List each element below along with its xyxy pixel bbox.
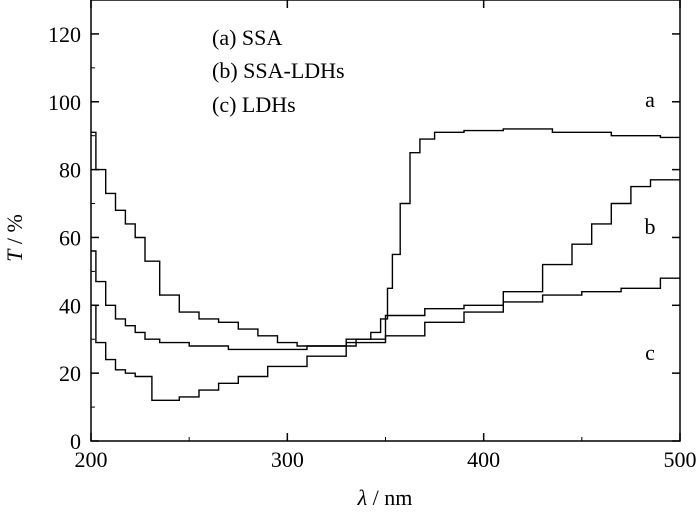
y-tick-label: 100 xyxy=(48,90,81,115)
plot-area: 200 300 400 500 0 20 40 60 80 100 120 a b c xyxy=(48,0,697,472)
x-tick-label: 400 xyxy=(467,447,500,472)
y-tick-label: 20 xyxy=(59,361,81,386)
y-axis-symbol: T xyxy=(2,248,27,262)
plot-frame xyxy=(90,0,681,442)
x-tick-label: 300 xyxy=(271,447,304,472)
y-axis-title: T / % xyxy=(2,214,27,262)
legend-entry-c: (c) LDHs xyxy=(212,92,296,117)
y-tick-label: 40 xyxy=(59,293,81,318)
curve-label-a: a xyxy=(645,87,655,112)
legend-entry-a: (a) SSA xyxy=(212,25,282,50)
legend-entry-b: (b) SSA-LDHs xyxy=(212,58,345,83)
x-axis-symbol: λ xyxy=(357,485,368,510)
curve-label-b: b xyxy=(645,214,656,239)
x-axis-unit: / nm xyxy=(367,485,412,510)
y-axis-ticks: 0 20 40 60 80 100 120 xyxy=(48,22,680,454)
y-axis-unit: / % xyxy=(2,214,27,249)
y-tick-label: 60 xyxy=(59,225,81,250)
x-tick-label: 200 xyxy=(75,447,108,472)
x-axis-title: λ / nm xyxy=(357,485,413,510)
y-tick-label: 120 xyxy=(48,22,81,47)
curve-label-c: c xyxy=(645,340,655,365)
curves xyxy=(91,128,680,401)
y-tick-label: 0 xyxy=(70,429,81,454)
legend: (a) SSA (b) SSA-LDHs (c) LDHs xyxy=(212,25,345,117)
x-axis-ticks: 200 300 400 500 xyxy=(75,0,697,472)
curve-c xyxy=(91,277,680,401)
curve-labels: a b c xyxy=(645,87,656,365)
x-tick-label: 500 xyxy=(664,447,697,472)
y-tick-label: 80 xyxy=(59,158,81,183)
